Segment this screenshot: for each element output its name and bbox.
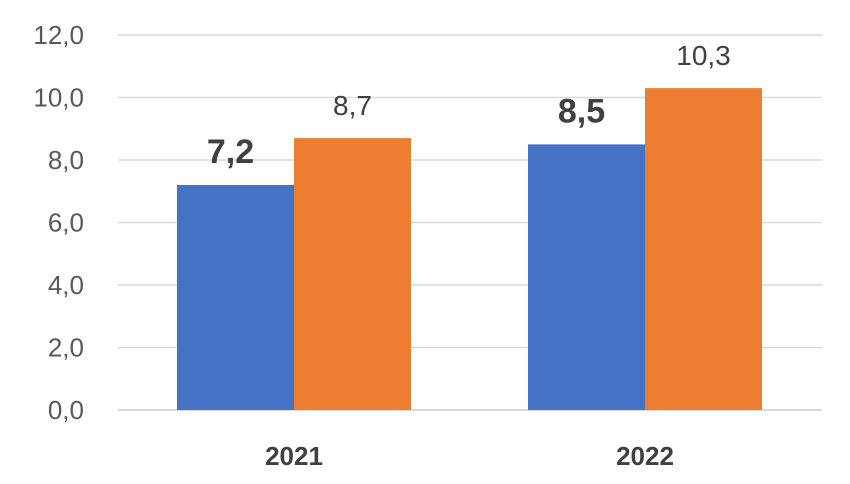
x-axis-ticks: 2021 2022 — [265, 441, 674, 471]
y-tick-label: 6,0 — [48, 208, 84, 238]
y-tick-label: 2,0 — [48, 333, 84, 363]
data-label-2021-series-1: 7,2 — [207, 133, 254, 171]
data-label-2022-series-2: 10,3 — [676, 40, 731, 71]
y-tick-label: 12,0 — [33, 20, 84, 50]
x-tick-label-2021: 2021 — [265, 441, 323, 471]
bar-2021-series-1 — [177, 185, 294, 410]
y-tick-label: 10,0 — [33, 83, 84, 113]
y-tick-label: 0,0 — [48, 395, 84, 425]
y-tick-label: 8,0 — [48, 145, 84, 175]
bar-2022-series-2 — [645, 88, 762, 410]
y-tick-label: 4,0 — [48, 270, 84, 300]
bars — [177, 88, 762, 410]
data-labels: 7,2 8,5 8,7 10,3 — [207, 40, 731, 171]
y-axis-ticks: 0,0 2,0 4,0 6,0 8,0 10,0 12,0 — [33, 20, 84, 425]
data-label-2021-series-2: 8,7 — [333, 90, 372, 121]
bar-2021-series-2 — [294, 138, 411, 410]
x-tick-label-2022: 2022 — [616, 441, 674, 471]
bar-2022-series-1 — [528, 144, 645, 410]
data-label-2022-series-1: 8,5 — [558, 92, 605, 130]
